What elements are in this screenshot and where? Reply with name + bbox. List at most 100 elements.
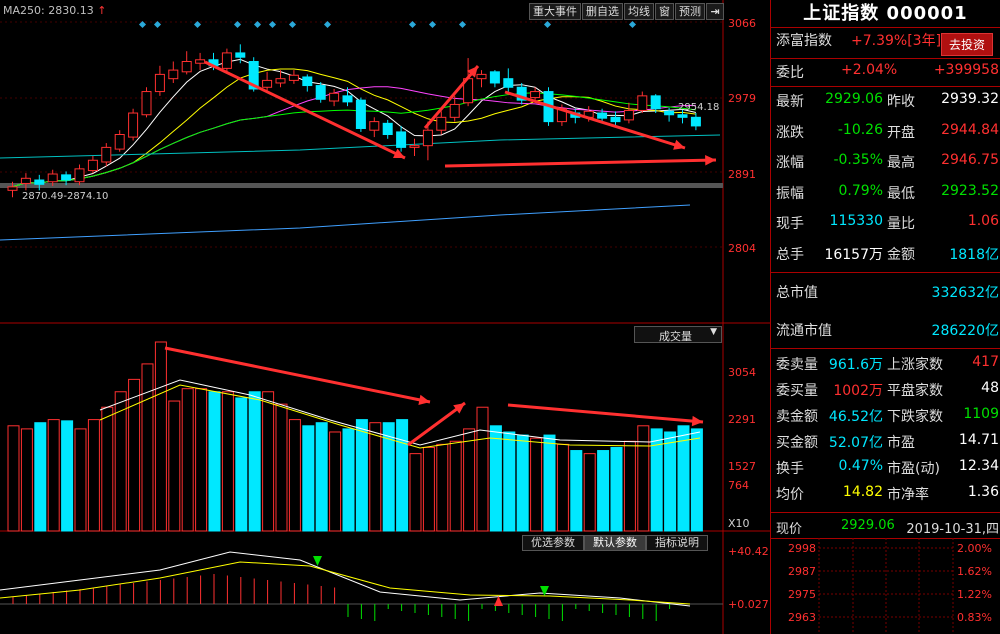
quote-row: 振幅 0.79% 最低 2923.52 <box>771 183 1000 213</box>
float-mv-value: 286220亿 <box>931 323 999 339</box>
quote-value: 2946.75 <box>941 152 999 168</box>
candle-body <box>195 59 206 64</box>
kline-chart-svg[interactable] <box>0 0 770 634</box>
low-range-label: 2870.49-2874.10 <box>22 191 109 202</box>
ma250-label: MA250: 2830.13 ↑ <box>3 4 106 17</box>
quote-value: 1.36 <box>967 484 999 500</box>
volume-bar <box>101 406 114 532</box>
candle-body <box>128 112 139 138</box>
quote-label: 换手 <box>776 461 804 477</box>
candle-body <box>154 73 165 93</box>
weibi-pct: +2.04% <box>841 62 898 78</box>
mini-price-label: 2998 <box>788 542 816 555</box>
major-events-button[interactable]: 重大事件 <box>529 3 581 20</box>
trend-arrow-down-head <box>393 148 405 159</box>
mini-time-chart[interactable] <box>771 538 1000 634</box>
quote-value: 0.47% <box>838 458 883 474</box>
ma120-line <box>0 204 691 241</box>
quote-value: -0.35% <box>833 152 883 168</box>
quote-label: 最新 <box>776 94 804 110</box>
volume-bar <box>128 378 141 532</box>
death-cross-icon <box>313 556 322 566</box>
kline-chart-area[interactable]: MA250: 2830.13 ↑ 重大事件 删自选 均线 窗 预测 ⇥ 3066… <box>0 0 770 634</box>
volume-bar <box>516 434 529 532</box>
quote-value: 2944.84 <box>941 121 999 138</box>
trend-arrow-flat-head <box>705 155 716 166</box>
volume-bar <box>382 422 395 532</box>
mini-price-label: 2987 <box>788 565 816 578</box>
candle-body <box>288 74 299 81</box>
volume-ma5-line <box>99 379 701 446</box>
tab-optimal-params[interactable]: 优选参数 <box>522 535 584 551</box>
event-marker-icon <box>153 20 162 29</box>
volume-bar <box>489 425 502 532</box>
volume-bar <box>34 422 47 532</box>
candle-body <box>409 145 420 148</box>
trend-arrow-flat <box>444 158 717 168</box>
candle-body <box>47 173 58 183</box>
tab-indicator-help[interactable]: 指标说明 <box>646 535 708 551</box>
quote-row: 涨跌 -10.26 开盘 2944.84 <box>771 122 1000 152</box>
tab-default-params[interactable]: 默认参数 <box>584 535 646 551</box>
invest-button[interactable]: 去投资 <box>940 33 993 56</box>
date-value: 2019-10-31,四 <box>906 522 999 537</box>
moving-average-button[interactable]: 均线 <box>624 3 654 20</box>
volume-bar <box>74 428 87 532</box>
mini-price-label: 2963 <box>788 611 816 624</box>
volume-bar <box>342 428 355 532</box>
quote-label: 买金额 <box>776 435 818 451</box>
quote-value: -10.26 <box>837 121 883 138</box>
volume-arrow-up-head <box>453 403 465 414</box>
quote-value: 1818亿 <box>949 246 999 263</box>
volume-bar <box>47 419 60 532</box>
volume-axis-label: 3054 <box>728 366 756 379</box>
exit-icon[interactable]: ⇥ <box>706 3 724 20</box>
event-marker-icon <box>628 20 637 29</box>
candle-body <box>302 76 313 87</box>
candle-body <box>262 79 273 88</box>
volume-bar <box>422 446 435 532</box>
candle-body <box>677 114 688 118</box>
mini-pct-label: 0.83% <box>957 611 992 624</box>
quote-label: 总手 <box>776 246 804 263</box>
current-price-row: 现价 2929.06 2019-10-31,四 <box>771 518 1000 548</box>
candle-body <box>141 91 152 116</box>
total-mv-value: 332632亿 <box>931 285 999 301</box>
quote-label: 振幅 <box>776 185 804 202</box>
candle-body <box>355 99 366 129</box>
now-label: 现价 <box>776 522 803 537</box>
price-axis-label: 2979 <box>728 92 756 105</box>
quote-value: 2929.06 <box>825 91 883 107</box>
volume-bar <box>449 440 462 532</box>
volume-indicator-select[interactable]: 成交量 ▼ <box>634 326 722 343</box>
window-button[interactable]: 窗 <box>655 3 674 20</box>
event-marker-icon <box>253 20 262 29</box>
support-band <box>0 183 723 188</box>
quote-row: 换手 0.47% 市盈(动) 12.34 <box>771 458 1000 488</box>
candle-body <box>382 122 393 135</box>
quote-value: 1002万 <box>833 383 883 399</box>
volume-arrow-up <box>407 401 466 447</box>
volume-bar <box>181 388 194 532</box>
quote-label: 委卖量 <box>776 357 818 373</box>
candle-body <box>61 174 72 181</box>
quote-label: 委买量 <box>776 383 818 399</box>
candle-body <box>690 116 701 127</box>
total-market-value-row: 总市值 332632亿 <box>771 282 1000 312</box>
candle-body <box>181 61 192 73</box>
quote-row: 委卖量 961.6万 上涨家数 417 <box>771 354 1000 384</box>
trend-arrow-up <box>423 65 480 129</box>
indicator-param-tabs: 优选参数 默认参数 指标说明 <box>522 535 708 551</box>
forecast-button[interactable]: 预测 <box>675 3 705 20</box>
float-mv-label: 流通市值 <box>776 323 832 339</box>
volume-bar <box>141 363 154 532</box>
quote-label: 市盈(动) <box>887 461 940 477</box>
weibi-label: 委比 <box>776 65 804 81</box>
volume-bar <box>530 437 543 532</box>
quote-label: 均价 <box>776 487 804 503</box>
volume-bar <box>476 406 489 532</box>
candle-body <box>476 73 487 80</box>
remove-watchlist-button[interactable]: 删自选 <box>582 3 623 20</box>
volume-axis-label: 1527 <box>728 460 756 473</box>
candle-body <box>235 52 246 58</box>
